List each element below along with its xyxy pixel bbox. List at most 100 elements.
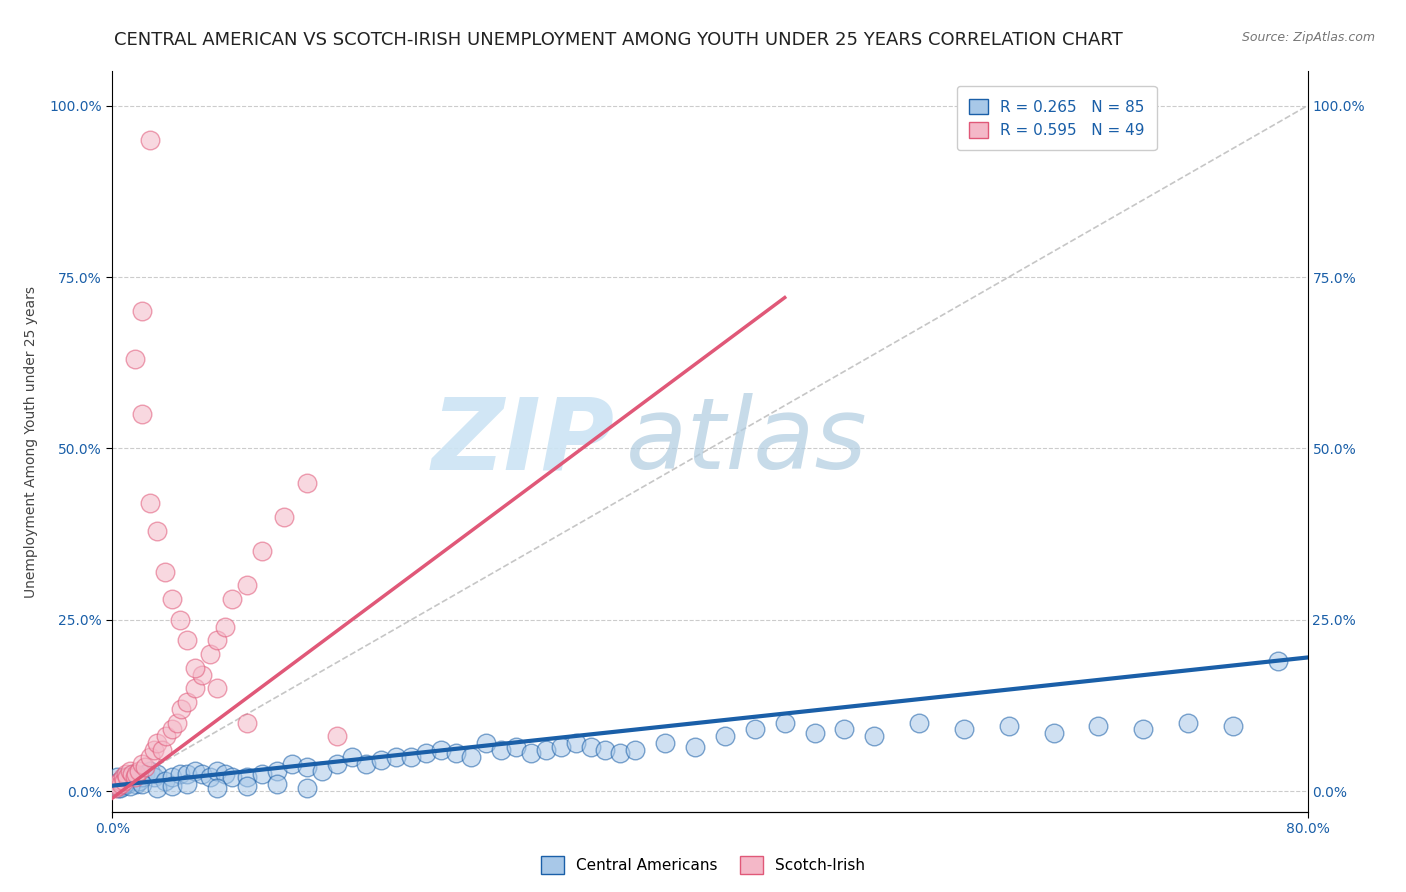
Point: [325, 756, 347, 771]
Point: [1267, 654, 1289, 668]
Point: [146, 736, 169, 750]
Point: [714, 729, 737, 743]
Point: [281, 756, 304, 771]
Point: [198, 647, 221, 661]
Point: [128, 773, 150, 788]
Point: [385, 750, 408, 764]
Point: [111, 771, 134, 785]
Point: [166, 715, 188, 730]
Point: [115, 773, 138, 788]
Point: [214, 620, 236, 634]
Point: [131, 777, 153, 791]
Point: [953, 723, 976, 737]
Point: [191, 767, 214, 781]
Point: [221, 592, 243, 607]
Point: [595, 743, 617, 757]
Point: [176, 695, 198, 709]
Point: [146, 780, 169, 795]
Point: [146, 767, 169, 781]
Legend: Central Americans, Scotch-Irish: Central Americans, Scotch-Irish: [534, 850, 872, 880]
Point: [295, 475, 318, 490]
Point: [236, 578, 259, 592]
Point: [214, 767, 236, 781]
Point: [176, 767, 198, 781]
Point: [162, 779, 183, 793]
Point: [803, 726, 825, 740]
Point: [489, 743, 512, 757]
Point: [122, 767, 145, 781]
Point: [863, 729, 886, 743]
Point: [104, 780, 127, 795]
Point: [169, 613, 191, 627]
Point: [131, 304, 153, 318]
Point: [176, 633, 198, 648]
Point: [998, 719, 1021, 733]
Point: [120, 764, 142, 778]
Point: [139, 133, 162, 147]
Point: [564, 736, 586, 750]
Point: [1132, 723, 1154, 737]
Point: [153, 773, 176, 788]
Point: [236, 715, 259, 730]
Point: [1042, 726, 1064, 740]
Point: [356, 756, 378, 771]
Point: [520, 747, 543, 761]
Point: [183, 764, 205, 778]
Point: [169, 767, 191, 781]
Point: [111, 779, 134, 793]
Point: [773, 715, 796, 730]
Point: [236, 779, 259, 793]
Point: [120, 771, 142, 785]
Point: [534, 743, 557, 757]
Point: [139, 750, 162, 764]
Point: [311, 764, 333, 778]
Point: [146, 524, 169, 538]
Point: [430, 743, 453, 757]
Point: [1222, 719, 1244, 733]
Y-axis label: Unemployment Among Youth under 25 years: Unemployment Among Youth under 25 years: [24, 285, 38, 598]
Point: [131, 771, 153, 785]
Point: [1087, 719, 1109, 733]
Point: [155, 729, 177, 743]
Point: [550, 739, 572, 754]
Point: [134, 760, 156, 774]
Point: [105, 771, 128, 785]
Point: [170, 702, 193, 716]
Point: [139, 496, 162, 510]
Point: [1177, 715, 1199, 730]
Point: [108, 773, 131, 788]
Point: [124, 771, 146, 785]
Point: [273, 510, 295, 524]
Point: [153, 565, 176, 579]
Point: [134, 767, 156, 781]
Point: [114, 771, 135, 785]
Point: [266, 777, 288, 791]
Point: [105, 777, 128, 791]
Point: [295, 780, 318, 795]
Point: [236, 771, 259, 785]
Text: Source: ZipAtlas.com: Source: ZipAtlas.com: [1241, 31, 1375, 45]
Point: [205, 681, 228, 696]
Point: [108, 780, 131, 795]
Point: [325, 729, 347, 743]
Legend: R = 0.265   N = 85, R = 0.595   N = 49: R = 0.265 N = 85, R = 0.595 N = 49: [957, 87, 1157, 151]
Point: [108, 773, 131, 788]
Point: [124, 352, 146, 367]
Point: [117, 777, 139, 791]
Point: [110, 777, 132, 791]
Point: [834, 723, 856, 737]
Point: [128, 764, 150, 778]
Point: [579, 739, 602, 754]
Point: [107, 779, 129, 793]
Point: [125, 777, 148, 791]
Point: [340, 750, 363, 764]
Text: ZIP: ZIP: [432, 393, 614, 490]
Point: [401, 750, 423, 764]
Point: [191, 667, 214, 681]
Text: CENTRAL AMERICAN VS SCOTCH-IRISH UNEMPLOYMENT AMONG YOUTH UNDER 25 YEARS CORRELA: CENTRAL AMERICAN VS SCOTCH-IRISH UNEMPLO…: [114, 31, 1123, 49]
Point: [124, 771, 146, 785]
Point: [744, 723, 766, 737]
Point: [117, 771, 139, 785]
Point: [162, 592, 183, 607]
Point: [205, 780, 228, 795]
